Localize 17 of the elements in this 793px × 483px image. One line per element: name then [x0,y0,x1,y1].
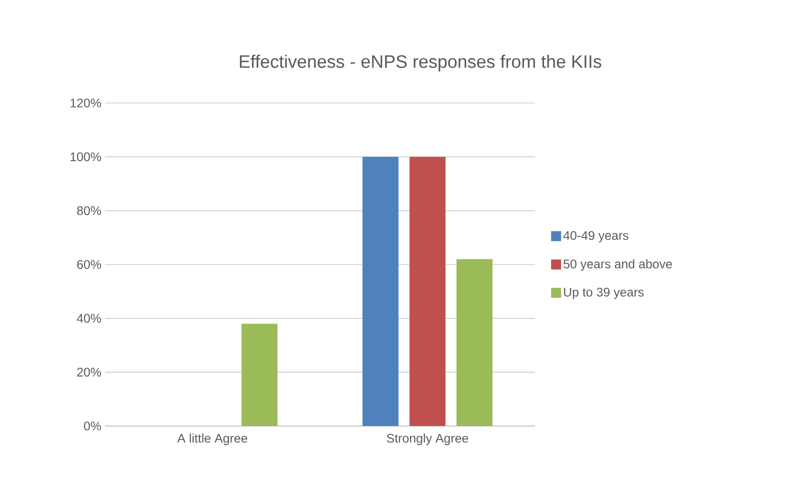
y-tick-label: 100% [70,152,102,162]
y-tick-label: 20% [77,368,102,377]
x-tick-label: A little Agree [177,434,248,446]
legend-label: 50 years and above [564,259,672,271]
bar [456,259,493,426]
chart-title: Effectiveness - eNPS responses from the KIIs [240,54,602,72]
bar [410,156,446,426]
x-tick-label: Strongly Agree [386,434,468,446]
bar [362,156,399,426]
legend-label: Up to 39 years [564,288,644,300]
y-tick-label: 80% [77,206,102,216]
y-tick-label: 60% [77,260,102,269]
legend-label: 40-49 years [563,231,628,242]
y-tick-label: 40% [76,314,102,323]
bar [242,324,278,426]
y-tick-label: 0% [84,422,102,430]
y-tick-label: 120% [70,98,102,108]
